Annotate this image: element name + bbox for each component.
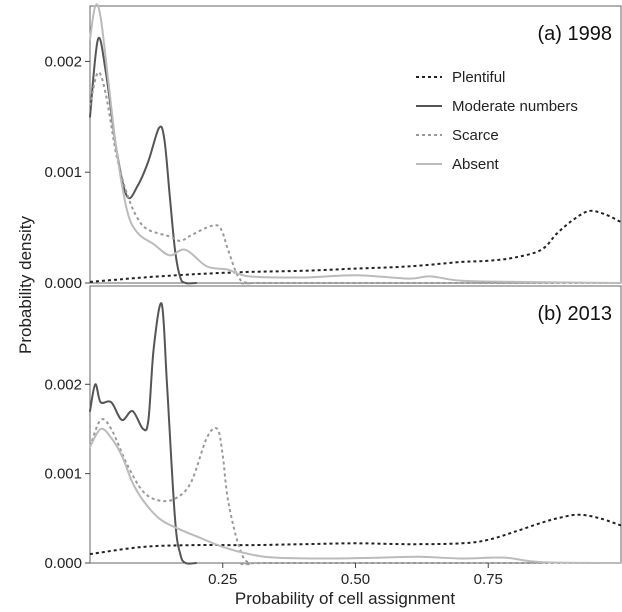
y-axis-title: Probability density [16, 216, 35, 354]
panel-a: 0.000 0.001 0.002 (a) 1998 [44, 3, 622, 292]
x-tick-label: 0.50 [341, 571, 370, 588]
panel-title: (a) 1998 [538, 23, 613, 45]
series-line-plentiful [89, 209, 622, 283]
y-tick-label: 0.000 [44, 275, 82, 292]
panel-frame [89, 5, 622, 284]
series-line-absent [89, 3, 622, 284]
x-tick-label: 0.75 [474, 571, 503, 588]
series-line-plentiful [89, 513, 622, 556]
series-line-moderate-numbers [89, 302, 198, 565]
series-line-moderate-numbers [89, 36, 198, 285]
panel-title: (b) 2013 [538, 303, 613, 325]
y-tick-label: 0.001 [44, 466, 82, 483]
legend-label-plentiful: Plentiful [452, 69, 505, 86]
x-tick-label: 0.25 [208, 571, 237, 588]
legend-label-moderate-numbers: Moderate numbers [452, 98, 578, 115]
series-line-absent [89, 427, 622, 564]
y-tick-label: 0.001 [44, 164, 82, 181]
y-tick-label: 0.002 [44, 53, 82, 70]
legend-label-absent: Absent [452, 156, 500, 173]
y-tick-label: 0.002 [44, 376, 82, 393]
legend-label-scarce: Scarce [452, 127, 499, 144]
panel-b: 0.000 0.001 0.002 (b) 2013 [44, 285, 622, 572]
series-line-scarce [89, 418, 621, 566]
legend: Plentiful Moderate numbers Scarce Absent [416, 69, 578, 173]
x-axis-title: Probability of cell assignment [235, 589, 455, 608]
y-tick-label: 0.000 [44, 555, 82, 572]
